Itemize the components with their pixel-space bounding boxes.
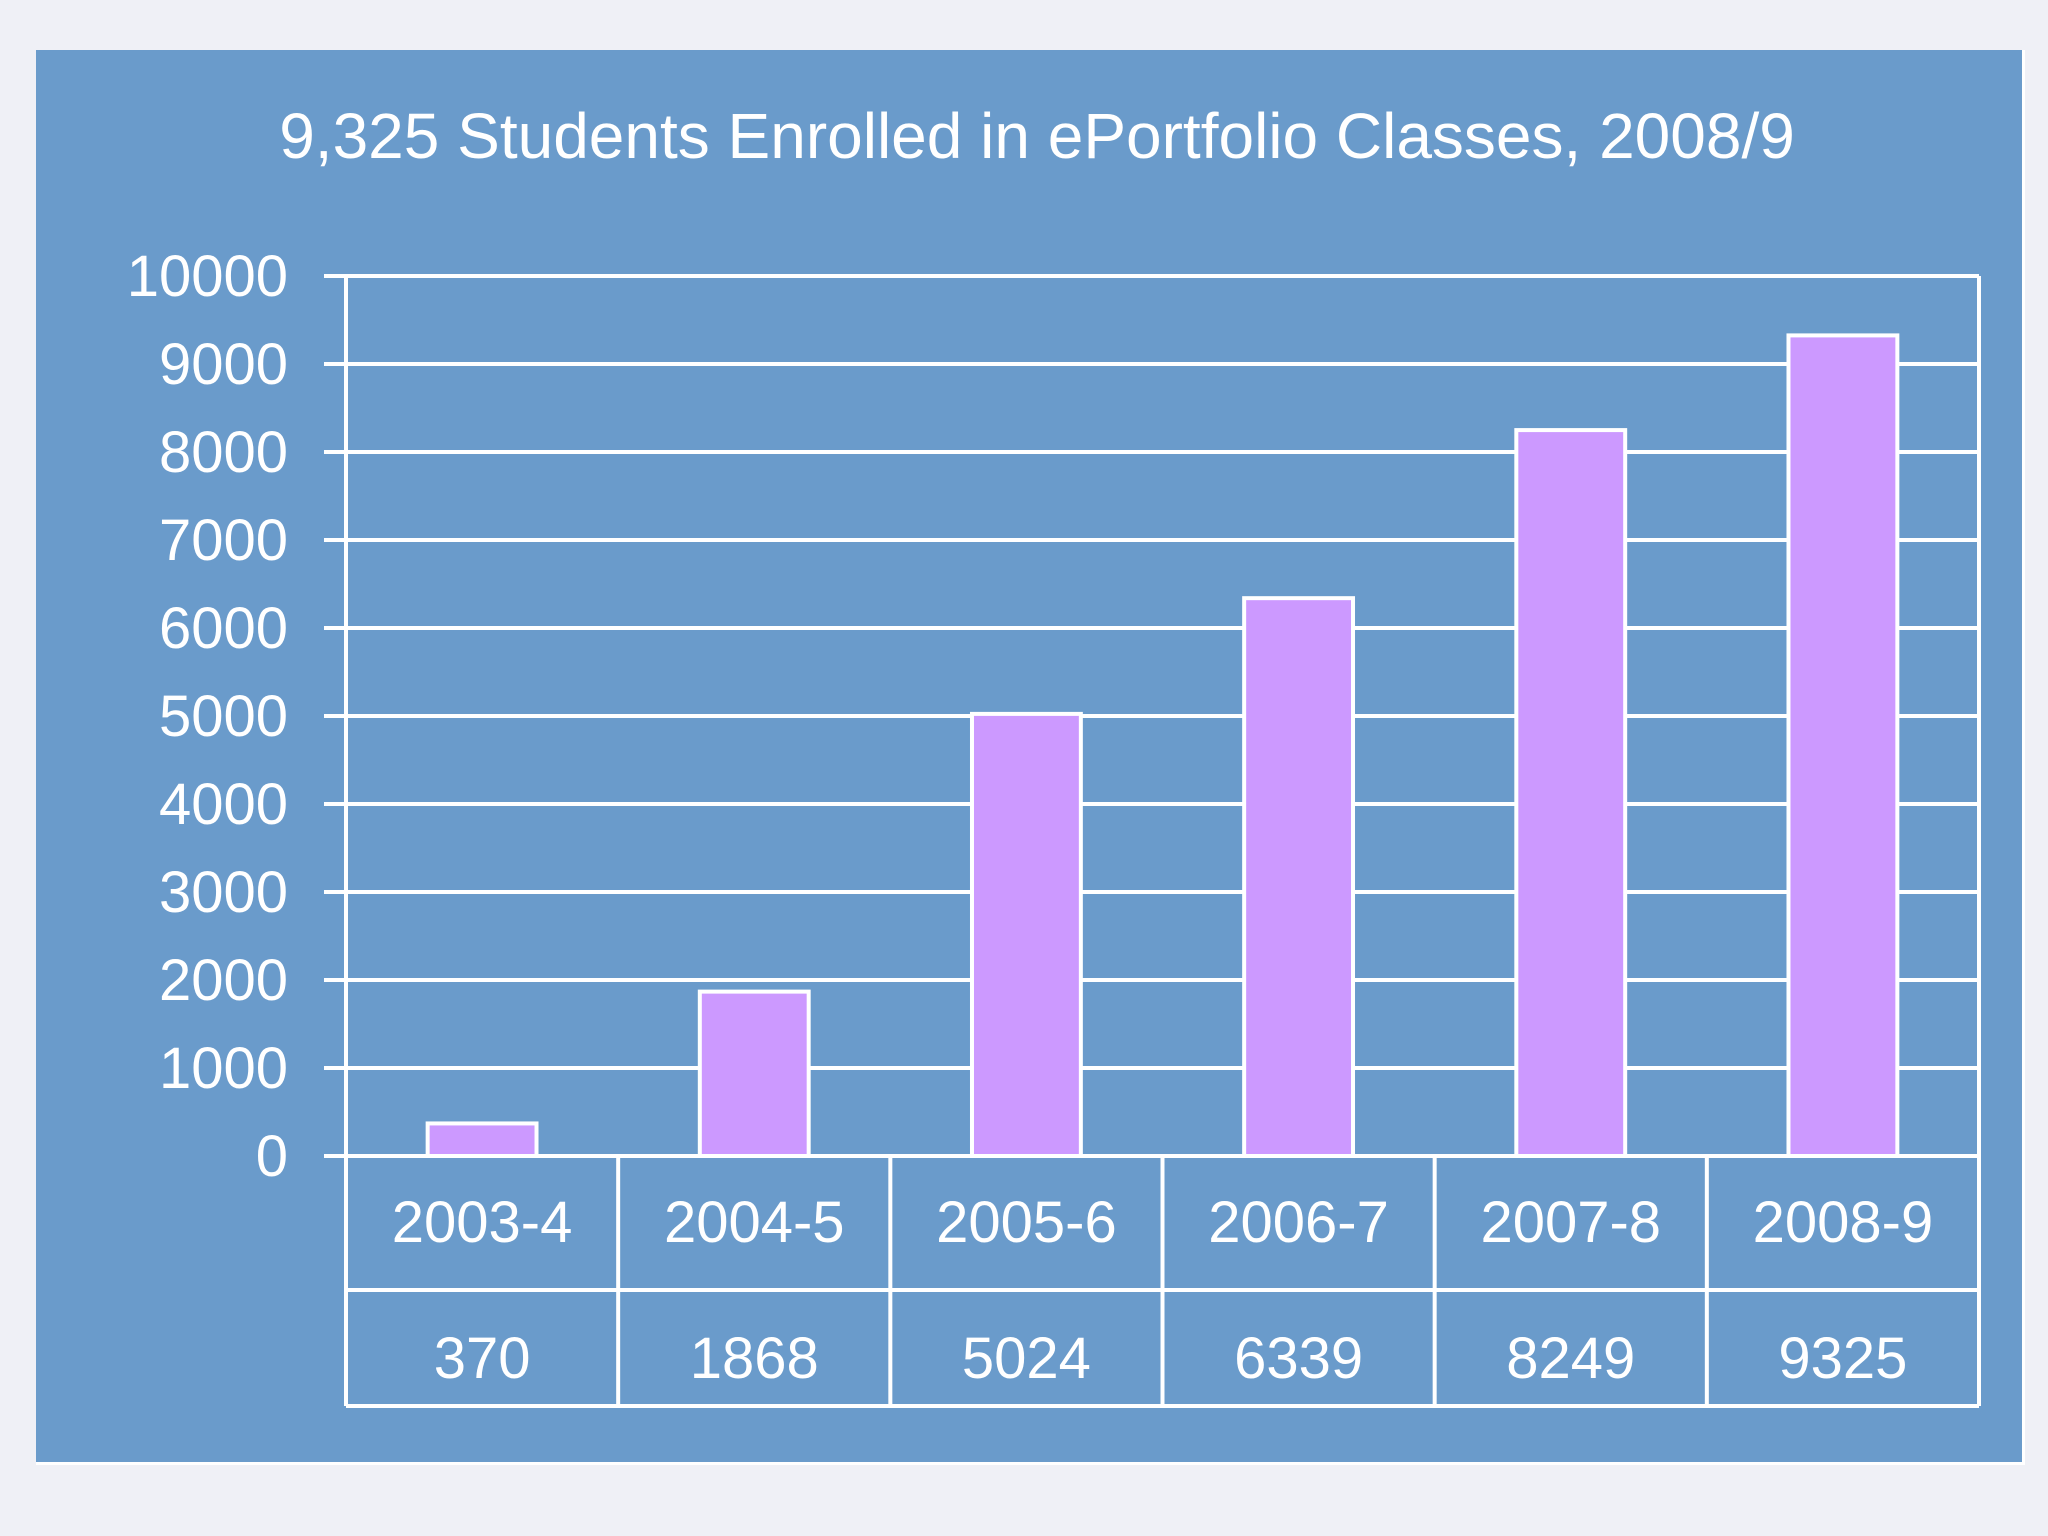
y-tick-label: 5000 [159,684,288,749]
y-tick-label: 3000 [159,860,288,925]
bar [1786,333,1900,1158]
y-tick-label: 6000 [159,596,288,661]
bar [969,711,1083,1158]
data-table-value: 6339 [1234,1326,1363,1391]
data-table-value: 8249 [1506,1326,1635,1391]
chart-panel: 9,325 Students Enrolled in ePortfolio Cl… [36,50,2025,1465]
y-tick-label: 7000 [159,508,288,573]
y-tick-label: 0 [256,1124,288,1189]
y-tick-label: 2000 [159,948,288,1013]
data-table-value: 370 [434,1326,531,1391]
x-category-label: 2006-7 [1208,1190,1389,1255]
bar [1242,596,1356,1158]
y-tick-label: 10000 [127,244,288,309]
bar [1514,428,1628,1158]
x-category-label: 2004-5 [664,1190,845,1255]
bar-chart: 9,325 Students Enrolled in ePortfolio Cl… [127,100,1981,1408]
y-tick-label: 9000 [159,332,288,397]
bar [697,989,811,1159]
y-tick-label: 1000 [159,1036,288,1101]
y-tick-label: 8000 [159,420,288,485]
data-table-value: 1868 [690,1326,819,1391]
x-category-label: 2008-9 [1753,1190,1934,1255]
y-tick-label: 4000 [159,772,288,837]
x-category-label: 2005-6 [936,1190,1117,1255]
chart-title: 9,325 Students Enrolled in ePortfolio Cl… [279,100,1795,172]
x-category-label: 2007-8 [1480,1190,1661,1255]
data-table-value: 9325 [1778,1326,1907,1391]
data-table-value: 5024 [962,1326,1091,1391]
x-category-label: 2003-4 [392,1190,573,1255]
bar [425,1121,539,1158]
